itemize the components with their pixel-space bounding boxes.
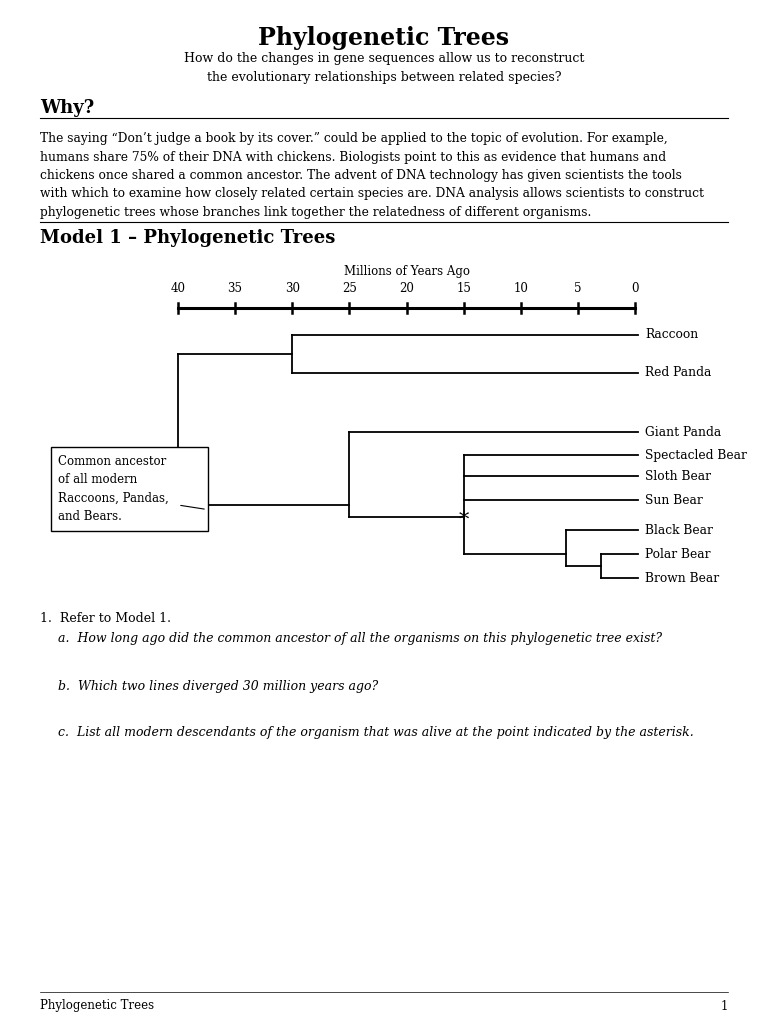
Text: Black Bear: Black Bear — [645, 523, 713, 537]
Text: The saying “Don’t judge a book by its cover.” could be applied to the topic of e: The saying “Don’t judge a book by its co… — [40, 132, 704, 219]
FancyBboxPatch shape — [51, 447, 208, 531]
Text: Red Panda: Red Panda — [645, 367, 711, 380]
Text: Giant Panda: Giant Panda — [645, 426, 721, 438]
Text: Common ancestor
of all modern
Raccoons, Pandas,
and Bears.: Common ancestor of all modern Raccoons, … — [58, 455, 169, 523]
Text: 1: 1 — [720, 999, 728, 1013]
Text: b.  Which two lines diverged 30 million years ago?: b. Which two lines diverged 30 million y… — [58, 680, 379, 693]
Text: Raccoon: Raccoon — [645, 329, 698, 341]
Text: Millions of Years Ago: Millions of Years Ago — [343, 265, 469, 279]
Text: Spectacled Bear: Spectacled Bear — [645, 449, 746, 462]
Text: 30: 30 — [285, 282, 300, 295]
Text: 15: 15 — [456, 282, 471, 295]
Text: 40: 40 — [170, 282, 186, 295]
Text: Brown Bear: Brown Bear — [645, 571, 719, 585]
Text: Sun Bear: Sun Bear — [645, 494, 703, 507]
Text: 0: 0 — [631, 282, 639, 295]
Text: 1.  Refer to Model 1.: 1. Refer to Model 1. — [40, 612, 171, 625]
Text: 5: 5 — [574, 282, 581, 295]
Text: ∗: ∗ — [456, 507, 471, 526]
Text: Polar Bear: Polar Bear — [645, 548, 710, 560]
Text: 25: 25 — [342, 282, 357, 295]
Text: c.  List all modern descendants of the organism that was alive at the point indi: c. List all modern descendants of the or… — [58, 726, 694, 739]
Text: 35: 35 — [227, 282, 243, 295]
Text: Phylogenetic Trees: Phylogenetic Trees — [40, 999, 154, 1013]
Text: How do the changes in gene sequences allow us to reconstruct
the evolutionary re: How do the changes in gene sequences all… — [184, 52, 584, 84]
Text: Why?: Why? — [40, 99, 94, 117]
Text: 20: 20 — [399, 282, 414, 295]
Text: Phylogenetic Trees: Phylogenetic Trees — [259, 26, 509, 50]
Text: Sloth Bear: Sloth Bear — [645, 469, 711, 482]
Text: a.  How long ago did the common ancestor of all the organisms on this phylogenet: a. How long ago did the common ancestor … — [58, 632, 662, 645]
Text: 10: 10 — [513, 282, 528, 295]
Text: Model 1 – Phylogenetic Trees: Model 1 – Phylogenetic Trees — [40, 229, 336, 247]
